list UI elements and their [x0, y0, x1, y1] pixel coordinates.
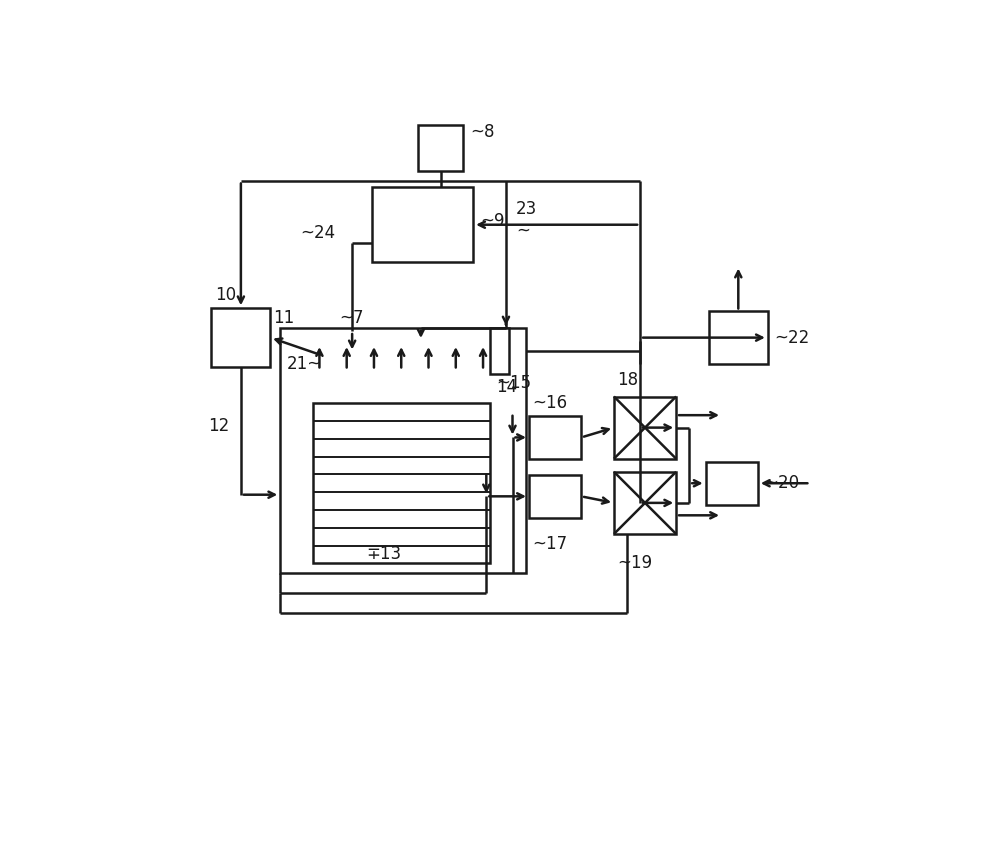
- Bar: [313, 403, 490, 564]
- Bar: [614, 396, 676, 459]
- Text: ∓13: ∓13: [366, 545, 401, 563]
- Text: 14: 14: [496, 377, 517, 396]
- Text: ~22: ~22: [774, 329, 810, 347]
- Bar: [614, 472, 676, 534]
- Text: 11: 11: [274, 309, 295, 327]
- Text: 18: 18: [617, 371, 638, 389]
- Text: ~9: ~9: [480, 212, 504, 230]
- Text: ~15: ~15: [496, 375, 531, 393]
- Text: 10: 10: [215, 286, 236, 304]
- Text: 12: 12: [208, 417, 229, 435]
- Bar: [529, 416, 581, 459]
- Bar: [418, 125, 463, 171]
- Text: ~17: ~17: [532, 535, 567, 552]
- Text: ~24: ~24: [300, 224, 335, 242]
- Text: 21~: 21~: [287, 354, 322, 373]
- Bar: [490, 328, 509, 374]
- Bar: [372, 187, 473, 263]
- Text: ~19: ~19: [617, 554, 652, 572]
- Text: ~7: ~7: [339, 309, 364, 327]
- Bar: [211, 309, 270, 367]
- Text: ~20: ~20: [764, 474, 800, 492]
- Bar: [529, 475, 581, 518]
- Text: 23
~: 23 ~: [516, 201, 537, 239]
- Bar: [709, 311, 768, 364]
- Bar: [280, 328, 526, 573]
- Bar: [323, 332, 378, 380]
- Bar: [706, 462, 758, 505]
- Text: ~8: ~8: [470, 122, 494, 141]
- Text: ~16: ~16: [532, 394, 567, 412]
